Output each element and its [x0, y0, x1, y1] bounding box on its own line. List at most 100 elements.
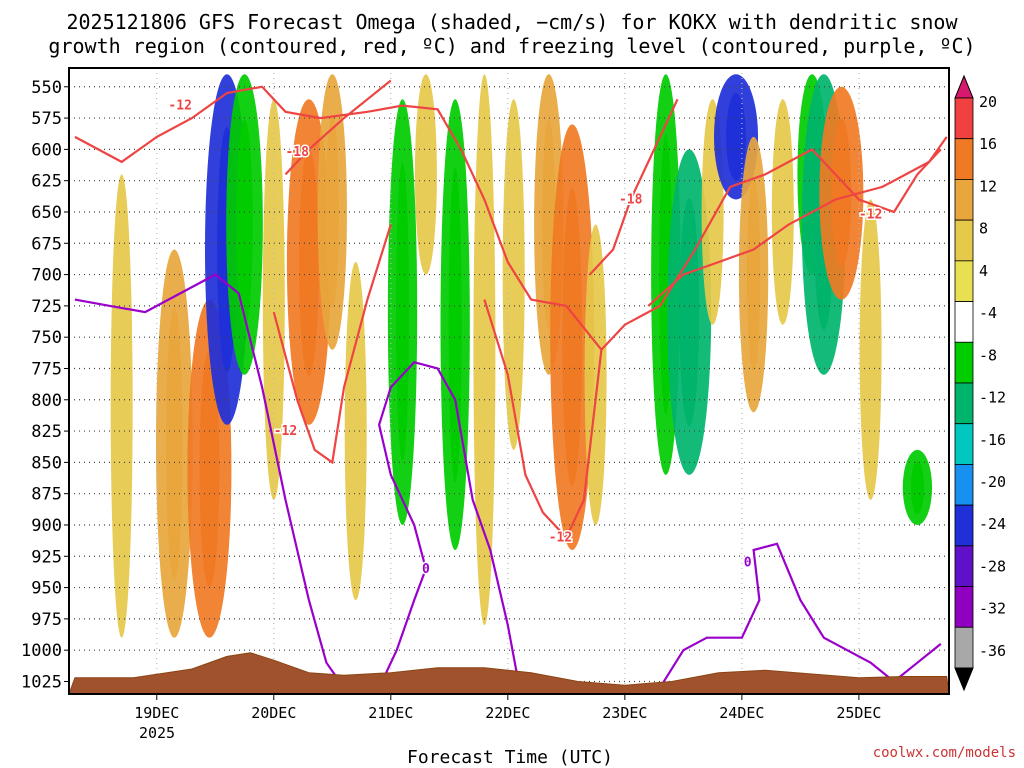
- colorbar-tick-label: -24: [979, 515, 1006, 533]
- omega-blob-core: [199, 350, 220, 587]
- freezing-level-contour: [377, 360, 521, 689]
- y-tick-label: 825: [31, 422, 62, 442]
- colorbar-bottom-arrow: [954, 667, 974, 692]
- colorbar-swatch: [954, 301, 974, 343]
- omega-blob: [771, 99, 794, 325]
- chart-title-line1: 2025121806 GFS Forecast Omega (shaded, −…: [66, 10, 958, 34]
- colorbar-swatch: [954, 341, 974, 384]
- terrain: [69, 652, 949, 694]
- omega-blob-core: [448, 166, 462, 483]
- colorbar-tick-label: 16: [979, 135, 997, 153]
- omega-blob-core: [395, 163, 410, 462]
- y-tick-label: 800: [31, 391, 62, 411]
- omega-blob-core: [746, 178, 761, 371]
- x-axis-ticks: 19DEC 20DEC 21DEC 22DEC 23DEC 24DEC 25DEC: [134, 694, 881, 722]
- colorbar-tick-label: -20: [979, 473, 1006, 491]
- colorbar-tick-label: 20: [979, 93, 997, 111]
- colorbar-tick-label: -16: [979, 431, 1006, 449]
- dgz-contour: [272, 224, 392, 465]
- colorbar-tick-label: -28: [979, 557, 1006, 575]
- colorbar-swatch: [954, 97, 974, 140]
- plot-area: -12 -18 -12 -12 -18 -12 0 0: [69, 68, 949, 694]
- y-tick-label: 575: [31, 109, 62, 129]
- omega-blob: [502, 99, 525, 450]
- x-tick-label: 24DEC: [719, 704, 764, 722]
- y-tick-label: 1025: [21, 672, 62, 692]
- dgz-contour-label: -18: [619, 192, 643, 207]
- omega-blob-core: [831, 118, 852, 268]
- colorbar-top-arrow: [954, 74, 974, 99]
- omega-blob-core: [562, 188, 583, 487]
- y-tick-label: 975: [31, 610, 62, 630]
- omega-blob-core: [298, 148, 319, 376]
- colorbar-swatch: [954, 179, 974, 221]
- plot-frame: [68, 67, 950, 695]
- x-tick-label: 20DEC: [251, 704, 296, 722]
- chart-title-line2: growth region (contoured, red, ºC) and f…: [48, 34, 975, 58]
- credit-text: coolwx.com/models: [873, 745, 1016, 761]
- omega-blob-core: [236, 119, 253, 330]
- x-year-label: 2025: [139, 724, 175, 742]
- y-tick-label: 675: [31, 234, 62, 254]
- colorbar-swatch: [954, 219, 974, 262]
- omega-blob: [859, 199, 882, 500]
- x-axis-label: Forecast Time (UTC): [407, 747, 613, 768]
- y-tick-label: 850: [31, 453, 62, 473]
- omega-blob-core: [325, 115, 339, 309]
- colorbar-tick-label: -36: [979, 642, 1006, 660]
- x-tick-label: 23DEC: [602, 704, 647, 722]
- y-tick-label: 600: [31, 140, 62, 160]
- colorbar: 20 16 12 8 4 -4 -8 -12 -16 -20 -24 -28 -32 -36: [954, 74, 1006, 692]
- y-tick-label: 925: [31, 547, 62, 567]
- colorbar-swatch: [954, 138, 974, 180]
- terrain-fill: [69, 652, 949, 694]
- colorbar-swatch: [954, 586, 974, 628]
- y-tick-label: 950: [31, 579, 62, 599]
- y-tick-label: 700: [31, 266, 62, 286]
- y-tick-label: 1000: [21, 641, 62, 661]
- omega-shading: [110, 74, 933, 638]
- omega-blob-core: [679, 198, 700, 427]
- colorbar-tick-label: 4: [979, 262, 988, 280]
- colorbar-swatch: [954, 423, 974, 465]
- colorbar-tick-label: 8: [979, 220, 988, 238]
- omega-blob: [110, 174, 133, 638]
- omega-blob-core: [166, 307, 183, 580]
- y-tick-label: 775: [31, 359, 62, 379]
- colorbar-swatch: [954, 260, 974, 302]
- dgz-contour-label: -12: [549, 531, 572, 546]
- colorbar-tick-label: 12: [979, 177, 997, 195]
- dgz-contour: [284, 79, 392, 176]
- colorbar-swatch: [954, 545, 974, 587]
- dgz-contour: [483, 299, 603, 540]
- x-tick-label: 21DEC: [368, 704, 413, 722]
- omega-blob: [344, 262, 367, 601]
- colorbar-tick-label: -12: [979, 389, 1006, 407]
- colorbar-tick-label: -32: [979, 600, 1006, 618]
- colorbar-swatch: [954, 382, 974, 425]
- dgz-contour: [588, 98, 679, 276]
- y-tick-label: 650: [31, 203, 62, 223]
- y-tick-label: 550: [31, 78, 62, 98]
- grid-lines: [69, 68, 949, 694]
- dgz-contour-label: -12: [859, 207, 882, 222]
- freezing-level-contour-label: 0: [744, 556, 752, 571]
- colorbar-tick-label: -4: [979, 304, 997, 322]
- x-tick-label: 19DEC: [134, 704, 179, 722]
- y-tick-label: 900: [31, 516, 62, 536]
- y-tick-label: 725: [31, 297, 62, 317]
- colorbar-swatch: [954, 626, 974, 669]
- x-tick-label: 22DEC: [485, 704, 530, 722]
- x-tick-label: 25DEC: [836, 704, 881, 722]
- colorbar-swatch: [954, 504, 974, 547]
- dgz-contour: [647, 136, 948, 307]
- y-tick-label: 625: [31, 172, 62, 192]
- dgz-contour-label: -12: [168, 99, 191, 114]
- omega-blob: [473, 74, 496, 626]
- y-tick-label: 750: [31, 328, 62, 348]
- y-axis-ticks: 550 575 600 625 650 675 700 725 750 775 800 825 850 8…: [21, 78, 69, 692]
- y-tick-label: 875: [31, 485, 62, 505]
- freezing-level-contour: [74, 273, 345, 689]
- omega-blob-core: [726, 93, 746, 181]
